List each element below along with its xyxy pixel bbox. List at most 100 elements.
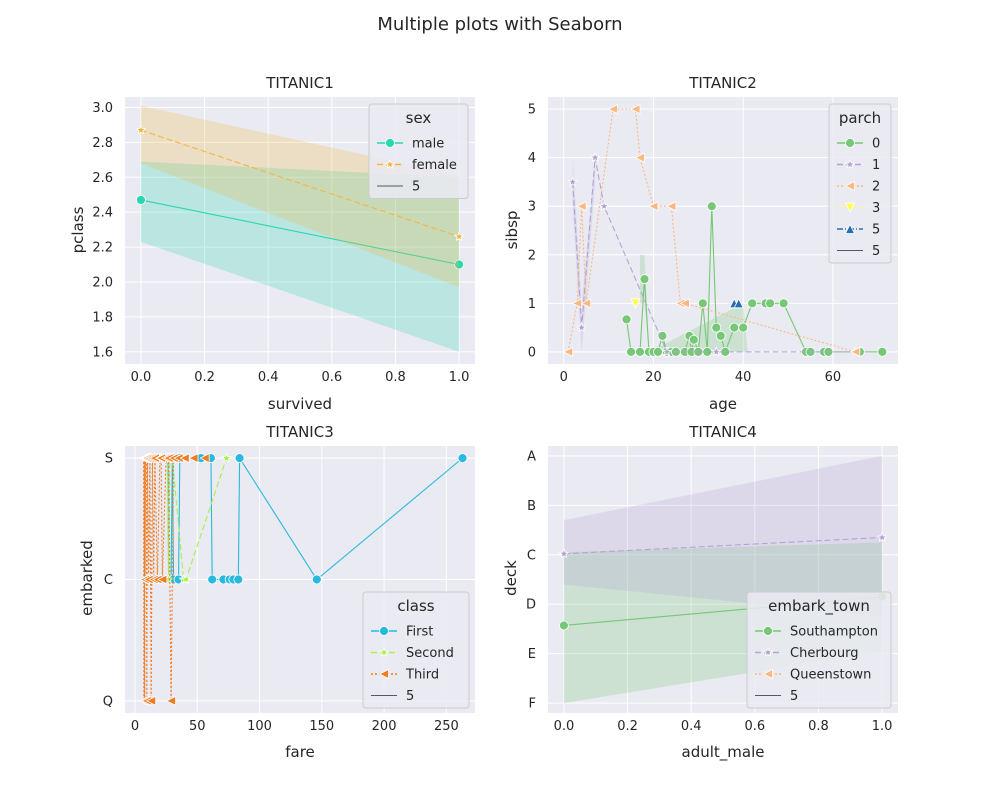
data-point bbox=[630, 298, 641, 309]
x-tick-label: 0.6 bbox=[321, 370, 342, 385]
series-layer bbox=[562, 103, 888, 358]
data-point bbox=[653, 346, 663, 357]
legend-label: Queenstown bbox=[790, 668, 871, 683]
y-tick-label: F bbox=[529, 697, 536, 712]
data-point bbox=[621, 314, 632, 325]
x-tick-label: 0.8 bbox=[385, 370, 406, 385]
legend-label: Second bbox=[406, 646, 454, 661]
y-tick-label: 1.8 bbox=[92, 310, 113, 325]
data-point bbox=[738, 322, 749, 333]
confidence-band bbox=[563, 455, 883, 617]
data-point bbox=[165, 695, 176, 707]
data-point bbox=[234, 453, 245, 464]
series-3 bbox=[630, 298, 641, 309]
series-layer bbox=[138, 452, 468, 707]
legend-label: Cherbourg bbox=[790, 646, 858, 661]
series-line bbox=[143, 457, 205, 701]
legend-label: 5 bbox=[790, 689, 798, 704]
data-point bbox=[562, 346, 574, 358]
legend-marker bbox=[379, 626, 389, 636]
y-tick-label: Q bbox=[103, 694, 113, 709]
data-point bbox=[657, 330, 668, 341]
legend-label: 5 bbox=[406, 689, 414, 704]
data-point bbox=[711, 322, 722, 333]
x-tick-label: 0.0 bbox=[131, 370, 152, 385]
y-tick-label: C bbox=[104, 573, 113, 588]
legend: class First Second Third 5 bbox=[362, 591, 470, 709]
y-tick-label: B bbox=[527, 499, 536, 514]
figure-suptitle: Multiple plots with Seaborn bbox=[377, 14, 622, 35]
data-point bbox=[876, 531, 888, 542]
series-line bbox=[140, 129, 460, 238]
y-tick-label: 1.6 bbox=[92, 345, 113, 360]
x-tick-label: 0.0 bbox=[554, 719, 575, 734]
legend-label: 5 bbox=[872, 244, 880, 259]
legend-label: 2 bbox=[872, 180, 880, 195]
series-female bbox=[135, 105, 465, 288]
data-point bbox=[630, 103, 641, 115]
data-point bbox=[688, 334, 699, 345]
y-tick-label: 3 bbox=[528, 200, 536, 215]
legend-title: class bbox=[397, 597, 434, 615]
data-point bbox=[733, 297, 744, 309]
data-point bbox=[457, 453, 468, 464]
y-tick-label: C bbox=[527, 548, 536, 563]
data-point bbox=[635, 346, 645, 357]
y-tick-label: A bbox=[527, 449, 536, 464]
x-tick-label: 0 bbox=[560, 370, 568, 385]
data-point bbox=[706, 201, 717, 212]
y-tick-label: 2.8 bbox=[92, 136, 113, 151]
legend-label: First bbox=[406, 625, 433, 640]
data-point bbox=[747, 298, 758, 309]
series-2 bbox=[562, 103, 861, 358]
x-tick-label: 0.2 bbox=[194, 370, 215, 385]
legend-label: male bbox=[412, 137, 444, 152]
data-point bbox=[765, 298, 776, 309]
x-tick-label: 0.6 bbox=[744, 719, 765, 734]
x-axis-label: age bbox=[709, 395, 737, 413]
confidence-band bbox=[140, 161, 460, 352]
x-tick-label: 60 bbox=[825, 370, 842, 385]
legend-marker bbox=[762, 668, 773, 680]
x-tick-label: 100 bbox=[247, 719, 272, 734]
data-point bbox=[697, 298, 708, 309]
y-tick-label: 2 bbox=[528, 248, 536, 263]
y-axis-label: sibsp bbox=[503, 211, 521, 250]
y-tick-label: 0 bbox=[528, 345, 536, 360]
data-point bbox=[648, 201, 659, 212]
legend-marker bbox=[763, 626, 773, 636]
x-tick-label: 0.8 bbox=[808, 719, 829, 734]
legend-marker bbox=[844, 223, 856, 234]
legend-title: parch bbox=[839, 109, 881, 127]
legend-marker bbox=[844, 202, 856, 213]
series-Cherbourg bbox=[558, 455, 888, 617]
legend-label: 5 bbox=[872, 223, 880, 238]
x-tick-label: 1.0 bbox=[449, 370, 470, 385]
plot-title: TITANIC3 bbox=[265, 423, 334, 441]
x-tick-label: 0.2 bbox=[617, 719, 638, 734]
data-point bbox=[180, 573, 192, 584]
data-point bbox=[156, 574, 168, 585]
legend-marker bbox=[385, 138, 395, 148]
y-tick-label: 1 bbox=[528, 297, 536, 312]
x-tick-label: 0.4 bbox=[258, 370, 279, 385]
series-male bbox=[136, 161, 464, 352]
data-point bbox=[607, 103, 618, 115]
x-axis-label: fare bbox=[285, 743, 315, 761]
series-line bbox=[140, 199, 460, 266]
x-tick-label: 200 bbox=[372, 719, 397, 734]
data-point bbox=[311, 574, 322, 585]
x-tick-label: 0.4 bbox=[681, 719, 702, 734]
data-point bbox=[558, 548, 570, 559]
series-Third bbox=[138, 452, 210, 707]
x-axis-label: survived bbox=[268, 395, 332, 413]
data-point bbox=[453, 231, 465, 242]
plot-area: 0.0 0.2 0.4 0.6 0.8 1.0 1.6 1.8 2.0 2.2 2.4 2.6 2.8 3… bbox=[92, 97, 475, 385]
plot-title: TITANIC1 bbox=[265, 74, 334, 92]
legend-label: 5 bbox=[412, 180, 420, 195]
data-point bbox=[233, 574, 244, 585]
data-point bbox=[136, 195, 146, 205]
